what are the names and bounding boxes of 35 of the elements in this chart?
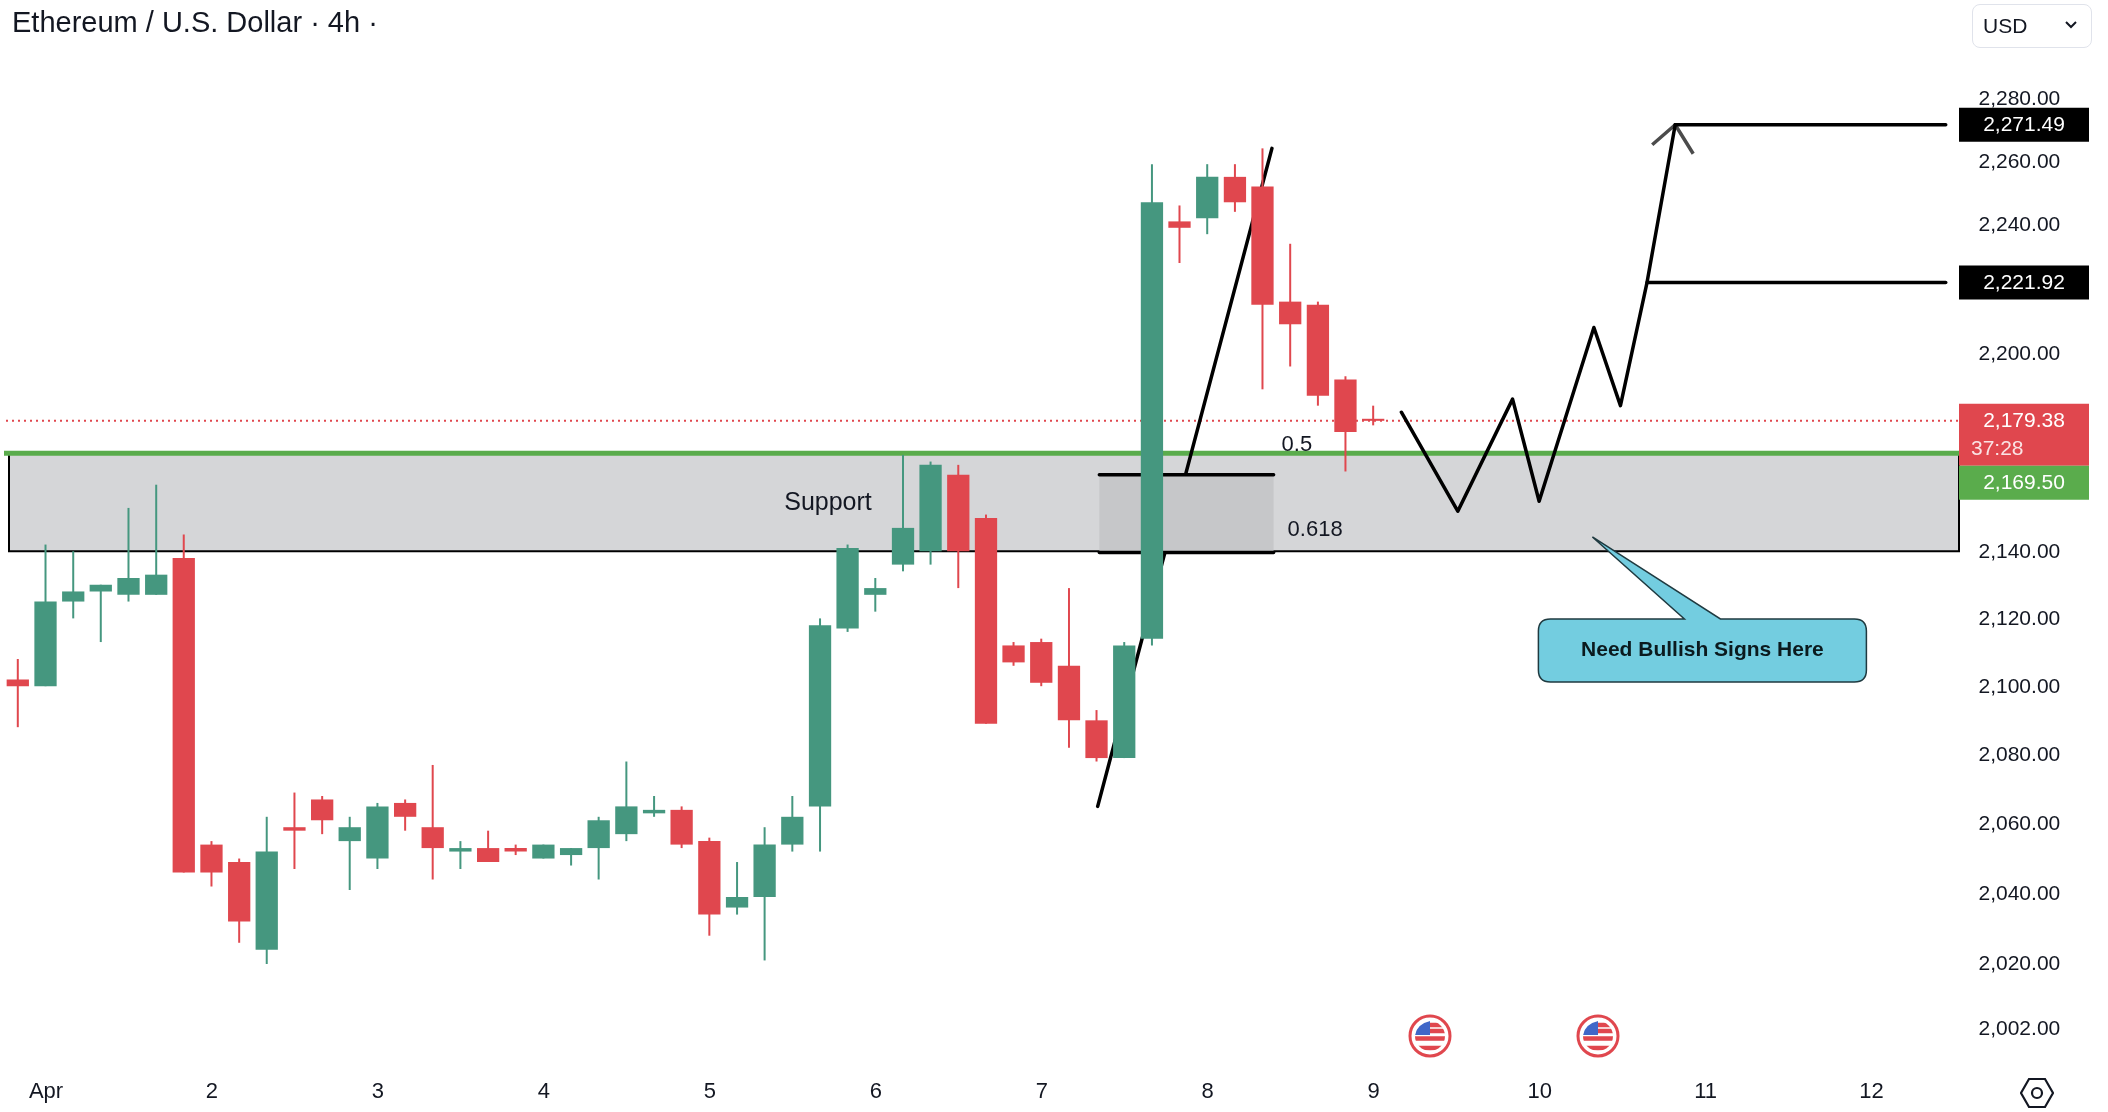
- x-tick-label: 11: [1694, 1077, 1718, 1103]
- x-tick-label: 9: [1367, 1077, 1380, 1103]
- x-tick-label: 10: [1527, 1077, 1552, 1103]
- annotation: 0.618: [1287, 515, 1343, 541]
- y-tick-label: 2,240.00: [1978, 212, 2061, 236]
- x-tick-label: Apr: [28, 1077, 64, 1103]
- x-tick-label: 8: [1201, 1077, 1214, 1103]
- y-tick-label: 2,260.00: [1978, 148, 2061, 172]
- y-tick-label: 2,140.00: [1978, 538, 2061, 562]
- y-tick-label: 2,060.00: [1978, 811, 2061, 835]
- y-tick-label: 2,040.00: [1978, 881, 2061, 905]
- text: 2,221.92: [1983, 269, 2065, 293]
- y-tick-label: 2,100.00: [1978, 673, 2061, 697]
- chart-title: Ethereum / U.S. Dollar · 4h ·: [12, 6, 378, 39]
- y-tick-label: 2,080.00: [1978, 742, 2061, 766]
- text: 2,271.49: [1983, 111, 2065, 135]
- y-tick-label: 2,020.00: [1978, 951, 2061, 975]
- x-tick-label: 12: [1859, 1077, 1884, 1103]
- band-label: Support: [784, 487, 872, 516]
- text: USD: [1983, 14, 2028, 38]
- y-tick-label: 2,200.00: [1978, 340, 2061, 364]
- x-tick-label: 2: [205, 1077, 219, 1103]
- y-tick-label: 2,002.00: [1978, 1015, 2061, 1039]
- y-tick-label: 2,120.00: [1978, 605, 2061, 629]
- x-tick-label: 7: [1035, 1077, 1048, 1103]
- y-tick-label: 2,280.00: [1978, 85, 2061, 109]
- x-tick-label: 3: [371, 1077, 385, 1103]
- x-tick-label: 5: [703, 1077, 716, 1103]
- text: 37:28: [1971, 435, 2024, 459]
- ref-line-label: 2,169.50: [1983, 469, 2065, 493]
- ref-line-label: 2,179.38: [1983, 407, 2065, 431]
- annotation: Need Bullish Signs Here: [1581, 636, 1824, 660]
- x-tick-label: 4: [537, 1077, 551, 1103]
- annotation: 0.5: [1281, 430, 1313, 456]
- x-tick-label: 6: [869, 1077, 882, 1103]
